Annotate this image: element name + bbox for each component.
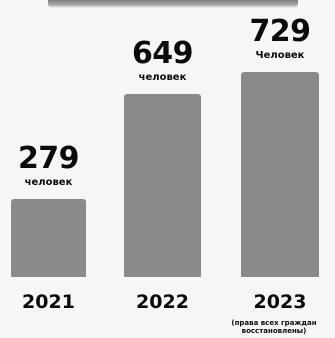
value-label-2021: 279 <box>17 140 80 176</box>
top-strip-decoration <box>48 0 298 8</box>
unit-label-2021: человек <box>24 176 73 188</box>
year-label-2022: 2022 <box>136 291 189 313</box>
bar-2023 <box>241 72 319 277</box>
bar-2022 <box>124 94 201 277</box>
value-label-2023: 729 <box>249 14 311 49</box>
unit-label-2023: Человек <box>255 50 305 61</box>
bar-2021 <box>11 198 86 277</box>
year-label-2021: 2021 <box>22 291 75 313</box>
note-label-2023: (права всех граждан восстановлены) <box>231 319 317 335</box>
unit-label-2022: человек <box>138 72 187 84</box>
year-label-2023: 2023 <box>253 291 307 313</box>
value-label-2022: 649 <box>131 36 194 72</box>
